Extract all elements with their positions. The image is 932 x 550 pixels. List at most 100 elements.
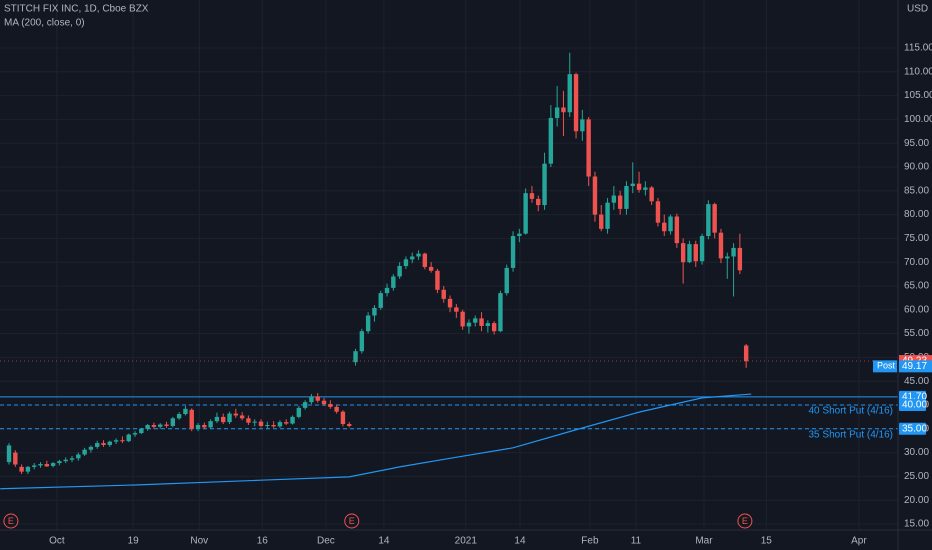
candle-body (611, 195, 617, 203)
post-price-badge (899, 360, 932, 373)
earnings-marker (3, 513, 19, 529)
earnings-marker (344, 513, 360, 529)
candle-body (624, 186, 629, 209)
candle-body (643, 187, 648, 190)
candle-body (649, 187, 654, 202)
candle-body (151, 424, 157, 427)
candle-body (246, 418, 251, 423)
candle-body (693, 244, 698, 262)
candle-body (189, 409, 194, 429)
candle-body (636, 183, 642, 190)
candle-body (214, 416, 220, 422)
currency: USD (907, 4, 928, 15)
y-tick-label: 85.00 (904, 185, 929, 196)
candle-body (176, 414, 182, 419)
x-tick-label: 14 (378, 536, 390, 547)
candle-body (227, 413, 232, 423)
y-tick-label: 20.00 (904, 495, 929, 506)
candle-body (599, 214, 604, 229)
candle-body (554, 107, 560, 118)
y-tick-label: 65.00 (904, 281, 929, 292)
candle-body (655, 201, 661, 223)
candle-body (120, 440, 125, 442)
candle-body (284, 422, 289, 424)
y-tick-label: 100.00 (904, 114, 932, 125)
candle-body (422, 253, 428, 267)
x-tick-label: Oct (49, 536, 65, 547)
candle-body (668, 216, 673, 232)
y-tick-label: 80.00 (904, 209, 929, 220)
y-tick-label: 55.00 (904, 328, 929, 339)
candle-body (347, 424, 352, 426)
candle-body (680, 243, 686, 263)
level-label: 40.00 (902, 400, 927, 411)
candle-body (403, 259, 409, 266)
earnings-marker (737, 513, 753, 529)
candle-body (302, 402, 308, 408)
x-tick-label: 2021 (455, 536, 478, 547)
candle-body (617, 195, 623, 209)
candle-body (523, 193, 528, 234)
candle-body (290, 416, 295, 424)
candle-body (435, 270, 440, 290)
candle-body (460, 311, 465, 327)
candle-body (38, 464, 43, 466)
candle-body (132, 433, 138, 435)
candle-body (712, 204, 717, 233)
x-tick-label: 19 (128, 536, 140, 547)
candle-body (202, 424, 207, 428)
candle-body (158, 424, 163, 427)
candle-body (145, 424, 150, 429)
candle-body (687, 244, 692, 263)
candle-body (315, 396, 320, 401)
candle-body (706, 204, 711, 237)
y-tick-label: 70.00 (904, 257, 929, 268)
x-tick-label: 15 (761, 536, 773, 547)
candle-body (88, 446, 94, 450)
candle-body (548, 117, 554, 164)
candle-body (397, 265, 402, 277)
candle-body (19, 466, 24, 472)
candle-body (353, 351, 358, 363)
candle-body (221, 416, 226, 423)
candle-body (498, 293, 503, 332)
x-tick-label: 16 (257, 536, 269, 547)
candle-body (50, 463, 56, 466)
candle-body (699, 236, 705, 262)
candle-body (233, 413, 239, 416)
candle-body (195, 424, 201, 429)
y-tick-label: 30.00 (904, 447, 929, 458)
candle-body (277, 422, 283, 427)
candle-body (630, 183, 635, 187)
candle-body (170, 418, 176, 426)
candle-body (542, 163, 547, 206)
candle-body (76, 454, 81, 459)
candle-body (561, 107, 566, 113)
candle-body (605, 202, 610, 229)
candle-body (441, 289, 446, 299)
x-tick-label: Feb (581, 536, 599, 547)
level-label: 41.70 (902, 392, 927, 403)
candle-body (69, 458, 75, 460)
x-tick-label: 14 (514, 536, 526, 547)
y-tick-label: 60.00 (904, 304, 929, 315)
candle-body (410, 256, 415, 260)
candle-body (340, 411, 346, 425)
candle-body (126, 434, 131, 442)
candle-body (466, 322, 472, 327)
y-tick-label: 115.00 (904, 43, 932, 54)
candle-body (485, 323, 491, 326)
candle-body (164, 424, 169, 426)
candle-body (674, 216, 680, 244)
y-tick-label: 25.00 (904, 471, 929, 482)
candle-body (365, 315, 371, 332)
candle-body (718, 232, 724, 259)
candle-body (592, 176, 598, 215)
x-tick-label: Dec (317, 536, 335, 547)
level-badge (899, 422, 926, 435)
x-tick-label: 11 (631, 536, 642, 547)
candle-body (44, 464, 50, 467)
y-tick-label: 105.00 (904, 90, 932, 101)
chart-title: STITCH FIX INC, 1D, Cboe BZX (4, 4, 149, 15)
